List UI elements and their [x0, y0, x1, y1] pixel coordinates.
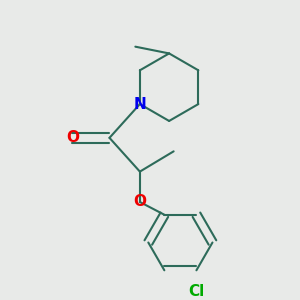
- Text: O: O: [66, 130, 79, 145]
- Text: N: N: [134, 97, 146, 112]
- Text: Cl: Cl: [188, 284, 205, 299]
- Text: O: O: [134, 194, 146, 209]
